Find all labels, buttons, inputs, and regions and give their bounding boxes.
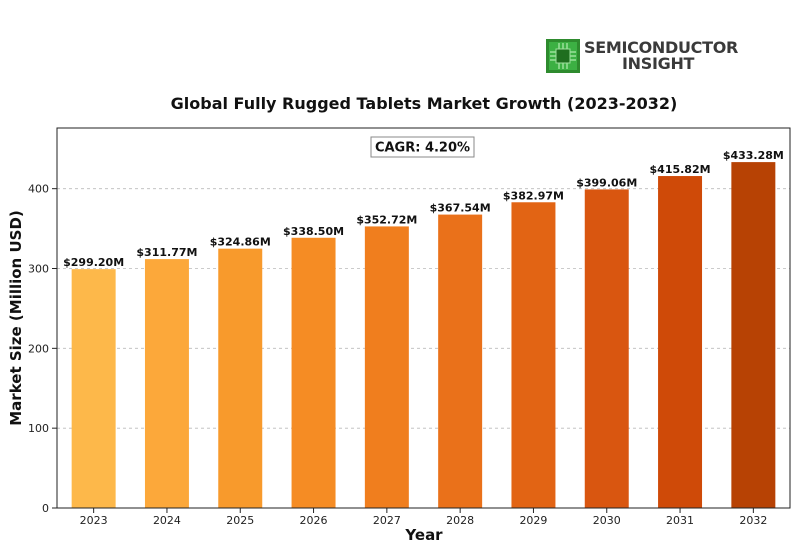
- data-labels: $299.20M $311.77M $324.86M $338.50M $352.72M…: [63, 149, 784, 269]
- y-tick-label: 100: [28, 422, 49, 435]
- chip-icon: [546, 39, 580, 73]
- bars: [71, 162, 776, 509]
- bar-2027: [364, 226, 409, 508]
- bar-2029: [511, 202, 556, 509]
- bar-2024: [144, 259, 189, 508]
- data-label-2029: $382.97M: [503, 189, 564, 202]
- x-tick-label-2031: 2031: [666, 514, 694, 527]
- data-label-2031: $415.82M: [650, 163, 711, 176]
- x-tick-label-2030: 2030: [593, 514, 621, 527]
- x-tick-label-2032: 2032: [739, 514, 767, 527]
- x-tick-label-2024: 2024: [153, 514, 181, 527]
- bar-2026: [291, 237, 336, 508]
- data-label-2026: $338.50M: [283, 225, 344, 238]
- y-tick-label: 0: [42, 502, 49, 515]
- data-label-2032: $433.28M: [723, 149, 784, 162]
- x-tick-label-2026: 2026: [300, 514, 328, 527]
- y-tick-label: 200: [28, 342, 49, 355]
- data-label-2023: $299.20M: [63, 256, 124, 269]
- x-tick-label-2023: 2023: [80, 514, 108, 527]
- x-tick-label-2028: 2028: [446, 514, 474, 527]
- bar-2031: [658, 176, 703, 509]
- plot-frame: [56, 127, 791, 509]
- x-axis: 2023 2024 2025 2026 2027 2028 2029 2030 2031 2032: [80, 508, 767, 527]
- y-tick-label: 400: [28, 183, 49, 196]
- cagr-label: CAGR: 4.20%: [375, 141, 470, 156]
- bar-2032: [731, 162, 776, 509]
- cagr-annotation: CAGR: 4.20%: [370, 136, 475, 158]
- data-label-2028: $367.54M: [430, 202, 491, 215]
- data-label-2025: $324.86M: [210, 236, 271, 249]
- x-tick-label-2029: 2029: [519, 514, 547, 527]
- chart-title: Global Fully Rugged Tablets Market Growt…: [171, 94, 678, 113]
- brand-logo: SEMICONDUCTOR INSIGHT: [546, 38, 738, 74]
- cagr-box: [370, 136, 475, 158]
- brand-line1: SEMICONDUCTOR: [584, 38, 739, 57]
- x-tick-label-2025: 2025: [226, 514, 254, 527]
- data-label-2024: $311.77M: [136, 246, 197, 259]
- brand-name: SEMICONDUCTOR INSIGHT: [584, 40, 738, 72]
- bar-2025: [218, 248, 263, 508]
- bar-2030: [584, 189, 629, 509]
- y-tick-label: 300: [28, 263, 49, 276]
- y-axis: 0 100 200 300 400: [28, 183, 57, 515]
- x-tick-label-2027: 2027: [373, 514, 401, 527]
- bar-2023: [71, 269, 116, 508]
- brand-line2: INSIGHT: [622, 54, 695, 73]
- x-axis-title: Year: [404, 526, 443, 544]
- bar-2028: [438, 214, 483, 509]
- data-label-2027: $352.72M: [356, 213, 417, 226]
- data-label-2030: $399.06M: [576, 176, 637, 189]
- y-axis-title: Market Size (Million USD): [7, 210, 25, 426]
